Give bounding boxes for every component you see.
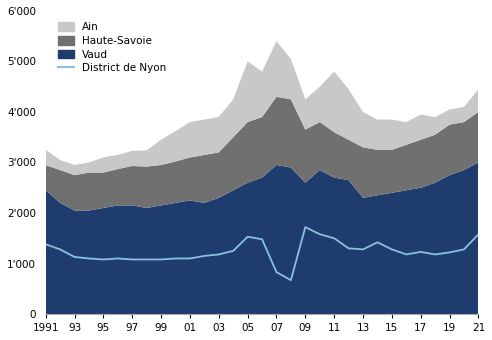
Line: District de Nyon: District de Nyon bbox=[46, 227, 478, 280]
District de Nyon bbox=[418, 250, 424, 254]
District de Nyon bbox=[129, 257, 135, 261]
District de Nyon bbox=[475, 232, 481, 236]
District de Nyon bbox=[100, 257, 106, 261]
District de Nyon bbox=[57, 247, 63, 251]
District de Nyon bbox=[317, 232, 323, 236]
District de Nyon bbox=[447, 250, 453, 254]
District de Nyon bbox=[158, 257, 164, 261]
District de Nyon bbox=[187, 256, 193, 260]
Legend: Ain, Haute-Savoie, Vaud, District de Nyon: Ain, Haute-Savoie, Vaud, District de Nyo… bbox=[55, 19, 170, 76]
District de Nyon bbox=[288, 278, 294, 282]
District de Nyon bbox=[274, 270, 279, 274]
District de Nyon bbox=[432, 252, 438, 256]
District de Nyon bbox=[144, 257, 150, 261]
District de Nyon bbox=[230, 249, 236, 253]
District de Nyon bbox=[374, 240, 380, 244]
District de Nyon bbox=[360, 247, 366, 251]
District de Nyon bbox=[331, 236, 337, 240]
District de Nyon bbox=[245, 235, 250, 239]
District de Nyon bbox=[43, 242, 49, 246]
District de Nyon bbox=[259, 237, 265, 241]
District de Nyon bbox=[461, 247, 467, 251]
District de Nyon bbox=[86, 256, 92, 260]
District de Nyon bbox=[403, 252, 409, 256]
District de Nyon bbox=[216, 252, 222, 256]
District de Nyon bbox=[115, 256, 121, 260]
District de Nyon bbox=[201, 254, 207, 258]
District de Nyon bbox=[346, 246, 352, 250]
District de Nyon bbox=[303, 225, 308, 229]
District de Nyon bbox=[173, 256, 179, 260]
District de Nyon bbox=[389, 247, 395, 251]
District de Nyon bbox=[71, 255, 77, 259]
